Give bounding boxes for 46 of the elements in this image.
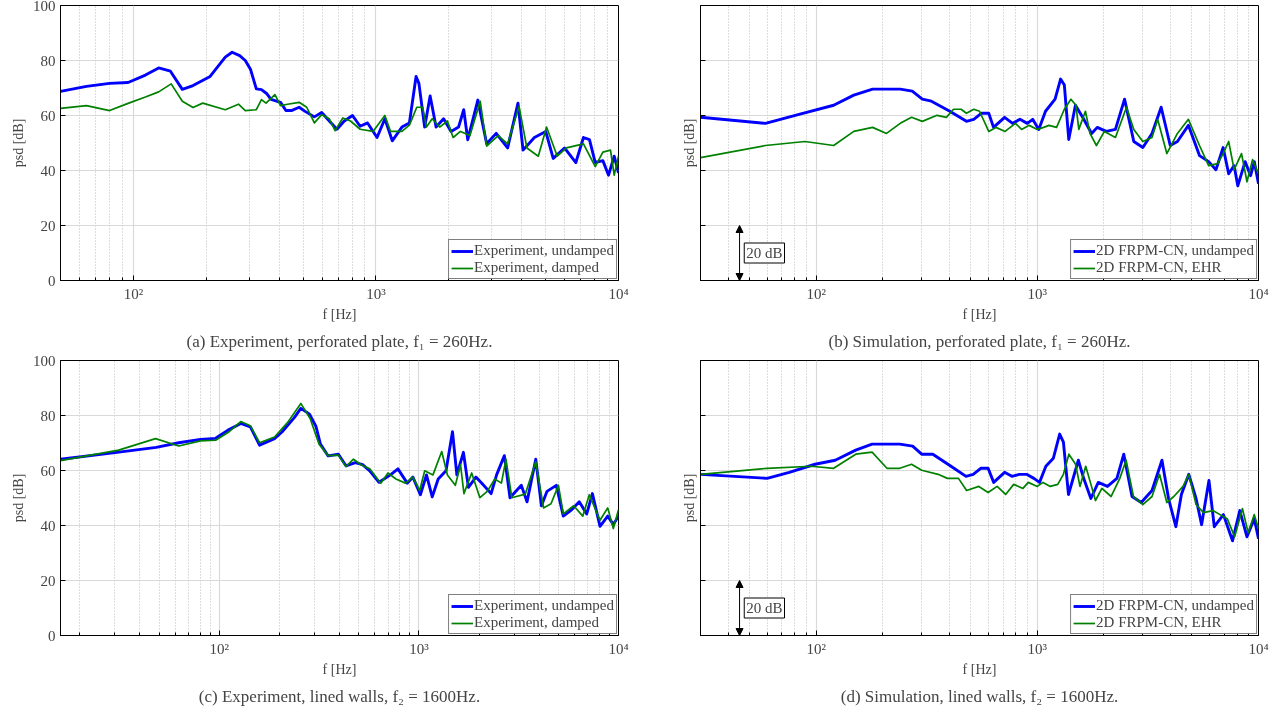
legend-label: 2D FRPM-CN, EHR (1096, 614, 1222, 631)
text: (c) Experiment, lined walls, f₂ = 1600Hz. (198, 686, 481, 706)
y-tick-label: 80 (40, 407, 56, 424)
x-tick-label: 10³ (1027, 285, 1048, 302)
x-tick-label: 10⁴ (1248, 285, 1269, 302)
y-tick-label: 60 (40, 107, 56, 124)
y-axis-title: psd [dB] (681, 473, 697, 523)
y-tick-label: 80 (40, 52, 56, 69)
x-tick-label: 10² (123, 285, 144, 302)
annotation: 20 dB (746, 600, 783, 616)
y-tick-label: 20 (40, 572, 56, 589)
y-tick-label: 20 (40, 217, 56, 234)
legend-label: Experiment, damped (474, 259, 599, 276)
legend-label: 2D FRPM-CN, EHR (1096, 259, 1222, 276)
legend-label: Experiment, damped (474, 614, 599, 631)
y-tick-label: 0 (48, 272, 56, 289)
x-tick-label: 10² (806, 285, 827, 302)
x-tick-label: 10² (209, 640, 230, 657)
annotation: 20 dB (746, 245, 783, 261)
x-tick-label: 10³ (1027, 640, 1048, 657)
x-axis-title: f [Hz] (962, 661, 997, 677)
legend-label: 2D FRPM-CN, undamped (1096, 597, 1254, 614)
x-tick-label: 10⁴ (608, 285, 629, 302)
y-axis-title: psd [dB] (11, 473, 26, 523)
legend-label: Experiment, undamped (474, 242, 614, 259)
x-tick-label: 10³ (409, 640, 430, 657)
legend-label: Experiment, undamped (474, 597, 614, 614)
y-tick-label: 100 (33, 0, 56, 14)
y-tick-label: 60 (40, 462, 56, 479)
x-axis-title: f [Hz] (322, 661, 357, 677)
x-tick-label: 10² (806, 640, 827, 657)
text: (a) Experiment, perforated plate, f₁ = 260Hz. (186, 331, 493, 351)
x-tick-label: 10⁴ (1248, 640, 1269, 657)
x-tick-label: 10³ (366, 285, 387, 302)
x-tick-label: 10⁴ (608, 640, 629, 657)
x-axis-title: f [Hz] (962, 306, 997, 322)
y-axis-title: psd [dB] (681, 118, 697, 168)
text: (b) Simulation, perforated plate, f₁ = 260Hz. (828, 331, 1131, 351)
y-tick-label: 100 (33, 352, 56, 369)
y-axis-title: psd [dB] (11, 118, 26, 168)
y-tick-label: 40 (40, 517, 56, 534)
y-tick-label: 40 (40, 162, 56, 179)
x-axis-title: f [Hz] (322, 306, 357, 322)
text: (d) Simulation, lined walls, f₂ = 1600Hz. (840, 686, 1119, 706)
y-tick-label: 0 (48, 627, 56, 644)
legend-label: 2D FRPM-CN, undamped (1096, 242, 1254, 259)
